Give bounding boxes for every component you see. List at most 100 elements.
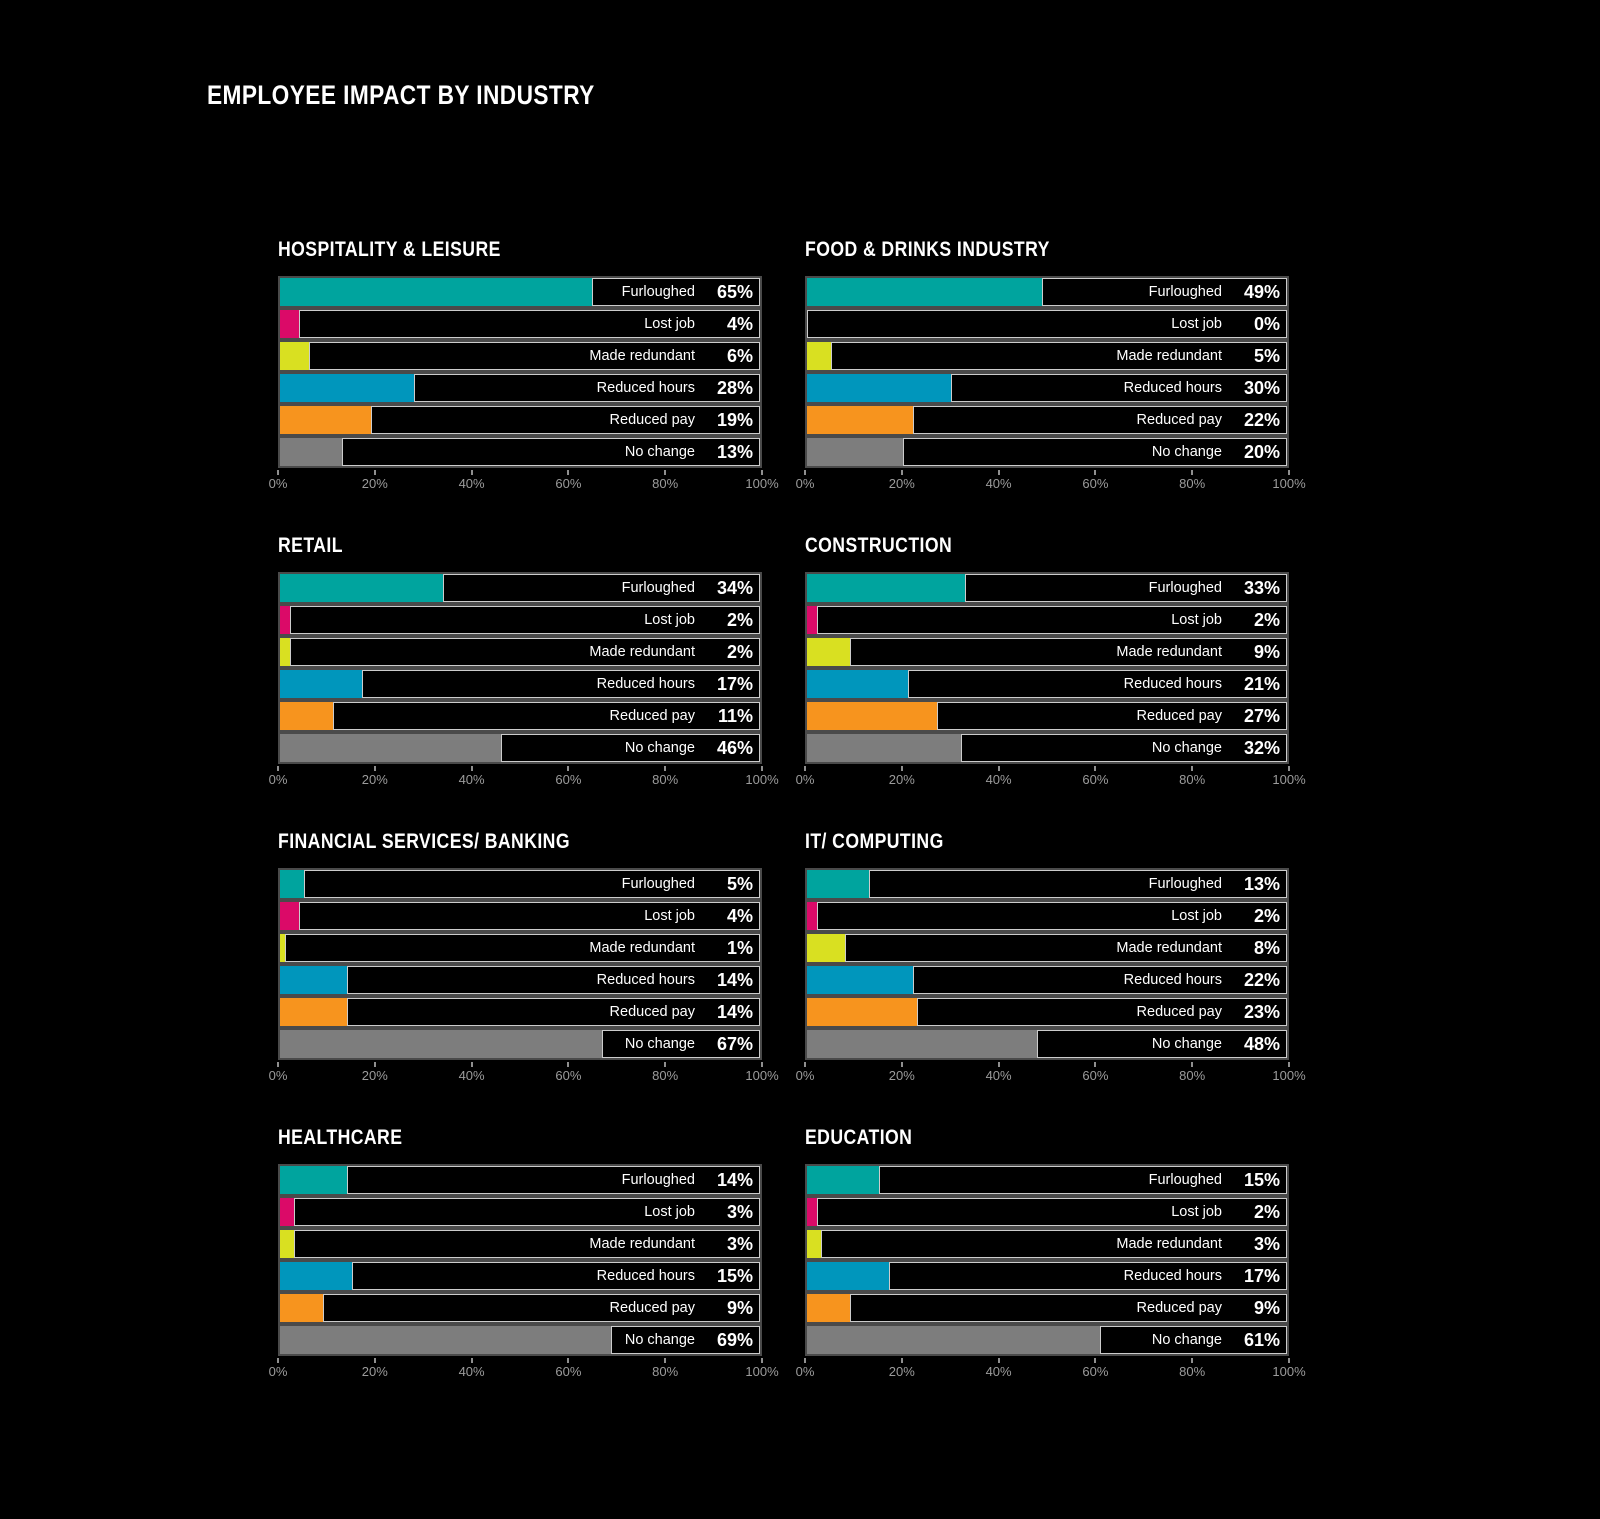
axis-tick-label: 60% <box>1082 772 1109 787</box>
bar <box>280 870 304 898</box>
bar-category-label: Lost job <box>1171 316 1222 332</box>
bar-row-reduced-hours: Reduced hours 15% <box>278 1260 762 1292</box>
bar-label-box: No change 69% <box>611 1326 760 1354</box>
bar-label-box: Lost job 2% <box>816 902 1287 930</box>
bar-category-label: Furloughed <box>1148 580 1222 596</box>
axis-tick-label: 20% <box>888 772 915 787</box>
bar-value: 27% <box>1243 705 1280 726</box>
bar-row-furloughed: Furloughed 33% <box>805 572 1289 604</box>
bar-category-label: No change <box>1151 1036 1222 1052</box>
bar-label-box: Made redundant 3% <box>821 1230 1287 1258</box>
bar-category-label: Made redundant <box>1116 940 1222 956</box>
axis-tick <box>277 1062 279 1067</box>
axis-tick <box>373 1062 376 1067</box>
bar-value: 49% <box>1243 281 1280 302</box>
axis-tick-label: 60% <box>555 1068 582 1083</box>
bar-value: 8% <box>1253 937 1280 958</box>
bar-row-lost-job: Lost job 3% <box>278 1196 762 1228</box>
bar-label-box: Lost job 2% <box>816 1198 1287 1226</box>
bar-label-box: Lost job 3% <box>294 1198 760 1226</box>
bar-category-label: No change <box>1151 444 1222 460</box>
bar-value: 2% <box>726 641 753 662</box>
axis-tick <box>470 470 473 475</box>
panel-it-computing: IT/ COMPUTING Furloughed 13% Lost job 2% Made… <box>796 830 1306 1086</box>
bar-category-label: Reduced hours <box>1123 1268 1222 1284</box>
bar <box>280 1166 348 1194</box>
bar-value: 20% <box>1243 441 1280 462</box>
bar-row-no-change: No change 61% <box>805 1324 1289 1356</box>
panel-title-text: HOSPITALITY & LEISURE <box>278 238 501 261</box>
axis-tick-label: 80% <box>1179 1068 1206 1083</box>
bar-category-label: No change <box>624 444 695 460</box>
axis-tick-label: 0% <box>268 1068 288 1083</box>
bar-row-made-redundant: Made redundant 9% <box>805 636 1289 668</box>
bar-label-box: Made redundant 5% <box>831 342 1287 370</box>
axis-tick-label: 40% <box>985 1068 1012 1083</box>
panel-education: EDUCATION Furloughed 15% Lost job 2% Made red… <box>796 1126 1306 1382</box>
bar-value: 5% <box>726 873 753 894</box>
bar-label-box: Reduced pay 11% <box>332 702 760 730</box>
axis-tick <box>1094 1358 1097 1363</box>
bar-value: 15% <box>716 1265 753 1286</box>
axis-tick-label: 80% <box>652 1068 679 1083</box>
bar-row-reduced-hours: Reduced hours 17% <box>278 668 762 700</box>
axis-tick-label: 60% <box>555 1364 582 1379</box>
bar-row-lost-job: Lost job 0% <box>805 308 1289 340</box>
bar-label-box: Furloughed 15% <box>879 1166 1287 1194</box>
axis-tick <box>277 1358 279 1363</box>
axis-tick-label: 20% <box>361 476 388 491</box>
bar-row-no-change: No change 20% <box>805 436 1289 468</box>
bar <box>280 438 343 466</box>
bar-row-reduced-pay: Reduced pay 27% <box>805 700 1289 732</box>
axis-tick-label: 100% <box>1272 772 1306 787</box>
bar-rows: Furloughed 5% Lost job 4% Made redundant 1% Re… <box>278 868 762 1060</box>
bar-value: 30% <box>1243 377 1280 398</box>
panels-grid: HOSPITALITY & LEISURE Furloughed 65% Lost j… <box>269 238 1306 1382</box>
panel-title: HOSPITALITY & LEISURE <box>278 238 762 276</box>
bar-value: 9% <box>1253 1297 1280 1318</box>
bar <box>280 670 362 698</box>
panel-construction: CONSTRUCTION Furloughed 33% Lost job 2% Made … <box>796 534 1306 790</box>
bar-row-furloughed: Furloughed 65% <box>278 276 762 308</box>
bar-row-reduced-pay: Reduced pay 9% <box>278 1292 762 1324</box>
bar-label-box: No change 46% <box>500 734 760 762</box>
bar-value: 0% <box>1253 313 1280 334</box>
bar <box>280 1262 352 1290</box>
axis-tick-label: 20% <box>888 476 915 491</box>
bar <box>807 702 937 730</box>
axis-tick <box>761 1062 763 1067</box>
axis-tick <box>664 1358 667 1363</box>
bar-value: 4% <box>726 905 753 926</box>
bar-label-box: Reduced hours 21% <box>907 670 1287 698</box>
bar <box>807 966 913 994</box>
bar-row-reduced-hours: Reduced hours 22% <box>805 964 1289 996</box>
panel-title-text: RETAIL <box>278 534 343 557</box>
bar <box>280 310 300 338</box>
axis-tick-label: 0% <box>795 1364 815 1379</box>
axis-tick-label: 40% <box>985 772 1012 787</box>
bar-row-lost-job: Lost job 4% <box>278 308 762 340</box>
bar-value: 61% <box>1243 1329 1280 1350</box>
bar-value: 67% <box>716 1033 753 1054</box>
axis-tick <box>1191 766 1194 771</box>
bar-label-box: No change 67% <box>601 1030 760 1058</box>
bar-category-label: Reduced pay <box>1136 1300 1222 1316</box>
bar-label-box: No change 48% <box>1037 1030 1287 1058</box>
bar <box>807 1030 1038 1058</box>
bar-rows: Furloughed 14% Lost job 3% Made redundant 3% R… <box>278 1164 762 1356</box>
axis-tick <box>1288 1358 1290 1363</box>
bar-row-reduced-pay: Reduced pay 19% <box>278 404 762 436</box>
bar-row-reduced-pay: Reduced pay 22% <box>805 404 1289 436</box>
bar-category-label: Reduced hours <box>1123 972 1222 988</box>
panel-title-text: HEALTHCARE <box>278 1126 403 1149</box>
bar-label-box: Reduced hours 22% <box>912 966 1287 994</box>
bar <box>807 670 908 698</box>
bar-category-label: Reduced hours <box>596 380 695 396</box>
x-axis: 0% 20% 40% 60% 80% 100% <box>269 470 779 494</box>
bar <box>280 966 348 994</box>
bar <box>280 734 501 762</box>
axis-tick <box>761 470 763 475</box>
axis-tick <box>373 766 376 771</box>
bar-value: 13% <box>1243 873 1280 894</box>
panel-title-text: FOOD & DRINKS INDUSTRY <box>805 238 1050 261</box>
